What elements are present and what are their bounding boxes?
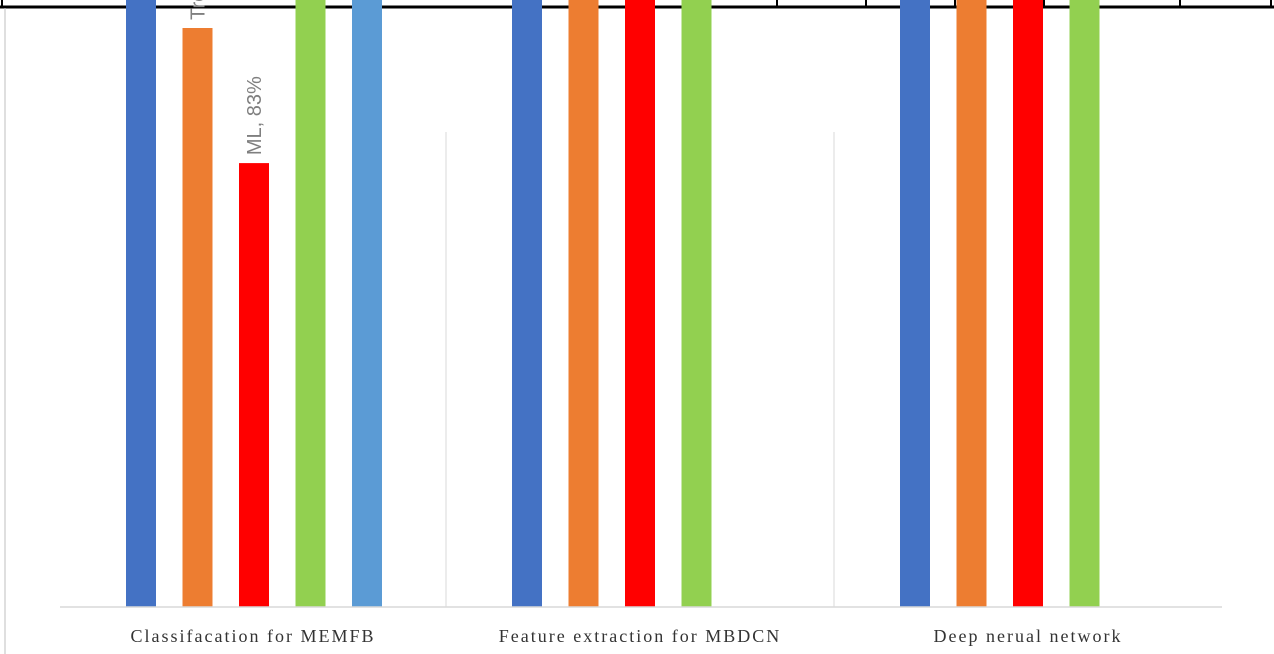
bar-mfcc	[512, 0, 542, 608]
bar-ml	[239, 163, 269, 607]
category-label: Deep nerual network	[934, 626, 1123, 646]
bar-svm	[352, 0, 382, 607]
bar-1d-cnn	[1013, 0, 1043, 608]
bar-lscn	[1069, 0, 1100, 607]
data-label: ML, 83%	[244, 76, 266, 155]
category-label: Feature extraction for MBDCN	[499, 626, 781, 646]
plot-area: MBDCN, 96%Tree, 90%ML, 83%KNN, 96%SVM, 9…	[60, 0, 1222, 646]
category-label: Classifacation for MEMFB	[131, 626, 376, 646]
bar-mbdcn	[956, 0, 987, 607]
bar-mamfb	[681, 0, 712, 607]
bar-mbdcn	[126, 0, 156, 607]
bar-mlp	[900, 0, 930, 607]
bar-knn	[295, 0, 326, 607]
bar-megfb	[568, 0, 599, 607]
bar-tree	[182, 28, 213, 607]
data-label: Tree, 90%	[188, 0, 210, 20]
bar-wavlet	[625, 0, 655, 608]
